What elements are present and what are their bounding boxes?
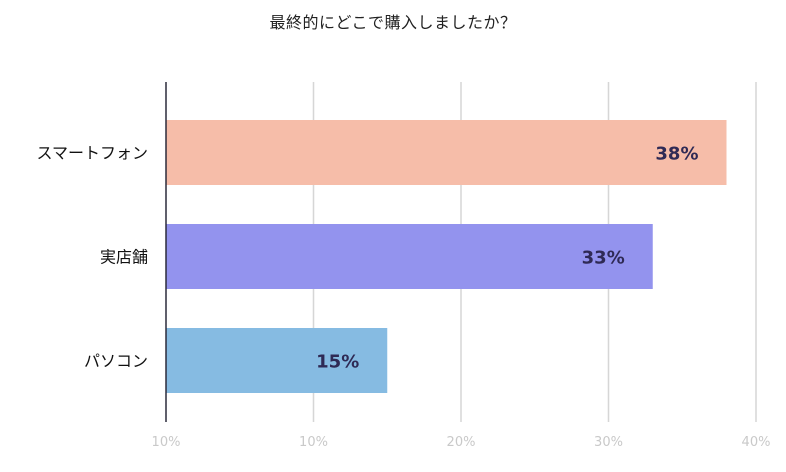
category-label: スマートフォン: [36, 144, 148, 163]
x-tick-label: 10%: [152, 435, 181, 450]
category-label: パソコン: [84, 352, 148, 371]
x-tick-label: 10%: [299, 435, 328, 450]
x-tick-label: 30%: [594, 435, 623, 450]
labels: 10% 10% 20% 30% 40% スマートフォン 38% 実店舗 33% パソコン 15%: [36, 144, 770, 451]
x-tick-label: 20%: [447, 435, 476, 450]
bar: [166, 224, 653, 289]
chart-title: 最終的にどこで購入しましたか？: [269, 13, 517, 32]
bar: [166, 120, 727, 185]
bar: [166, 328, 388, 393]
data-label: 33%: [582, 248, 625, 269]
category-label: 実店舗: [100, 248, 148, 267]
data-label: 15%: [316, 352, 359, 373]
bars: [166, 120, 727, 393]
x-tick-label: 40%: [742, 435, 771, 450]
data-label: 38%: [655, 144, 698, 165]
